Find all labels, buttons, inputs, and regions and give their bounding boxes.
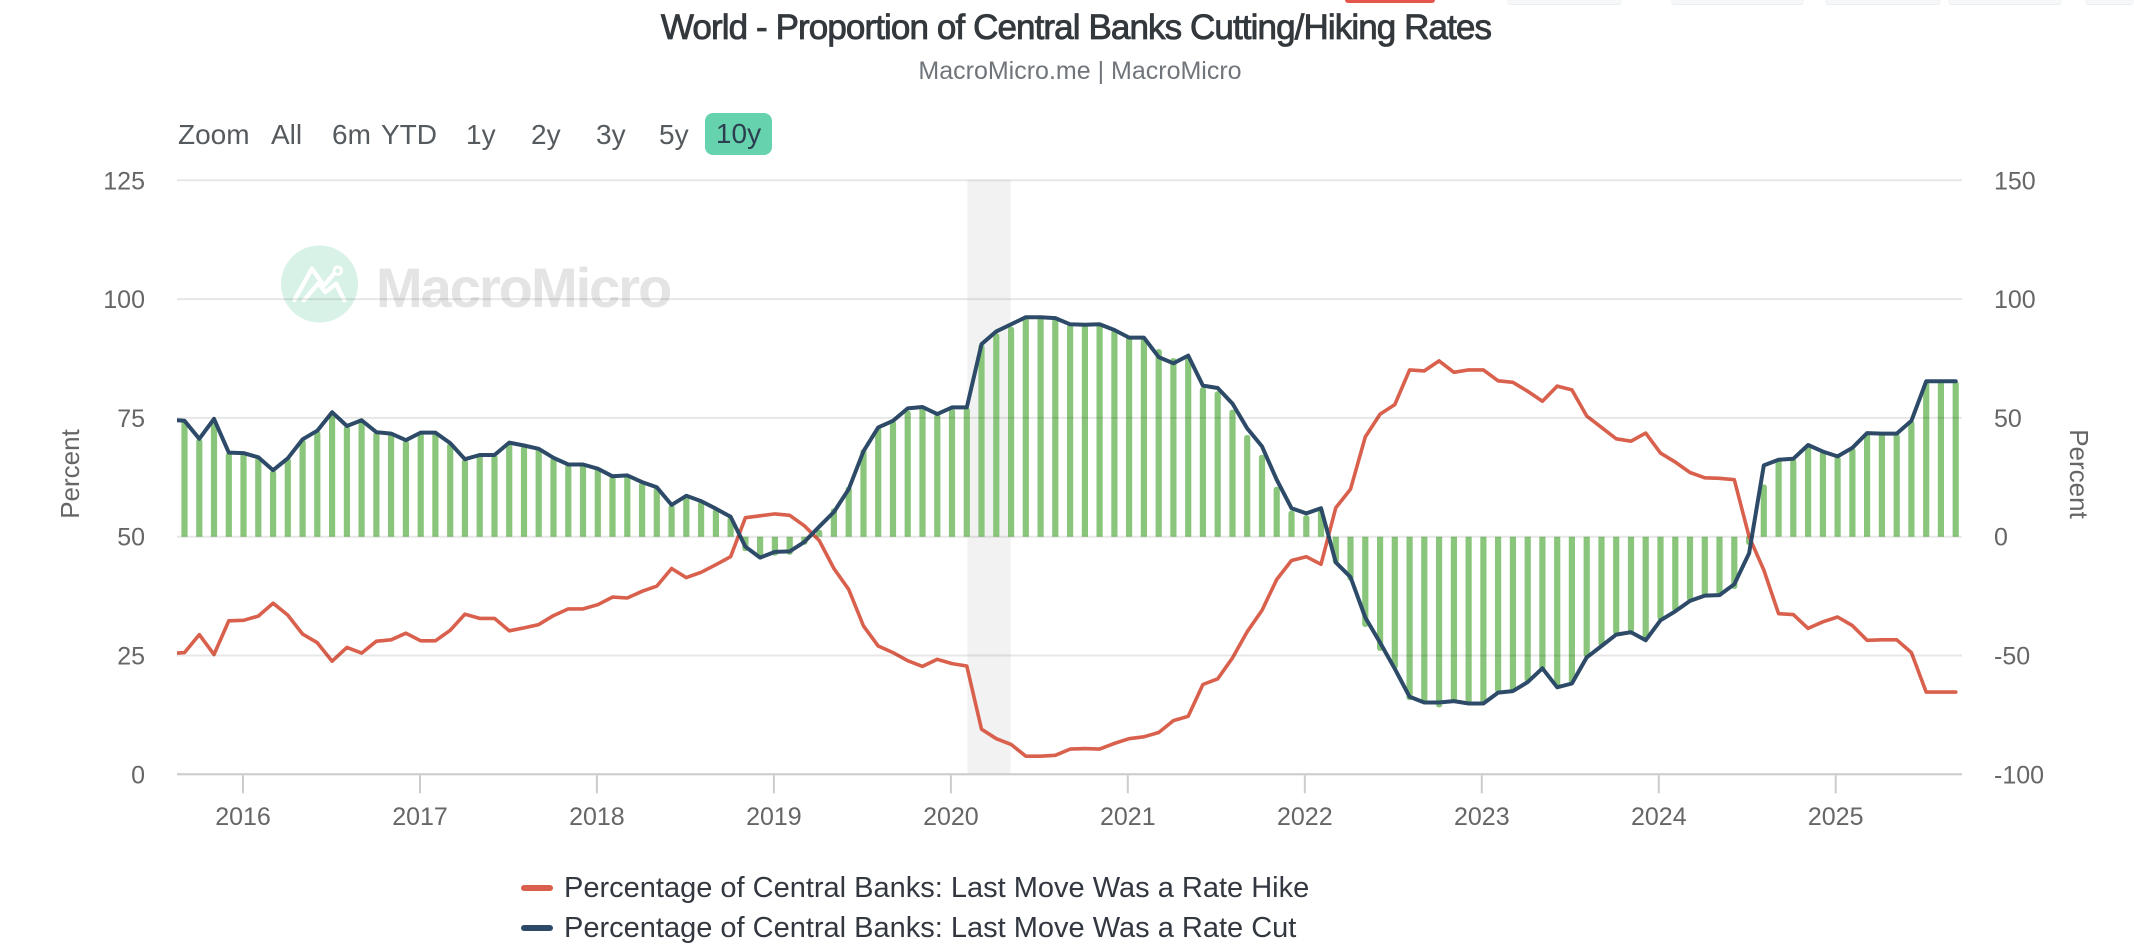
svg-text:-100: -100 (1994, 761, 2044, 789)
svg-text:75: 75 (117, 405, 145, 433)
svg-text:2022: 2022 (1277, 803, 1333, 831)
svg-text:125: 125 (103, 167, 145, 195)
svg-text:0: 0 (1994, 524, 2008, 552)
svg-text:Percent: Percent (2064, 429, 2094, 519)
svg-text:2019: 2019 (746, 803, 802, 831)
svg-text:2025: 2025 (1808, 803, 1864, 831)
svg-text:2017: 2017 (392, 803, 448, 831)
svg-text:-50: -50 (1994, 643, 2030, 671)
svg-text:MacroMicro: MacroMicro (376, 256, 671, 319)
svg-text:Percent: Percent (55, 428, 85, 518)
svg-text:2023: 2023 (1454, 803, 1510, 831)
svg-text:50: 50 (1994, 405, 2022, 433)
svg-text:2020: 2020 (923, 803, 979, 831)
svg-text:50: 50 (117, 524, 145, 552)
svg-text:2024: 2024 (1631, 803, 1687, 831)
svg-text:100: 100 (103, 286, 145, 314)
svg-text:2021: 2021 (1100, 803, 1156, 831)
svg-text:2018: 2018 (569, 803, 625, 831)
svg-text:100: 100 (1994, 286, 2036, 314)
svg-text:0: 0 (131, 761, 145, 789)
svg-text:25: 25 (117, 643, 145, 671)
svg-text:150: 150 (1994, 167, 2036, 195)
svg-text:2016: 2016 (215, 803, 271, 831)
